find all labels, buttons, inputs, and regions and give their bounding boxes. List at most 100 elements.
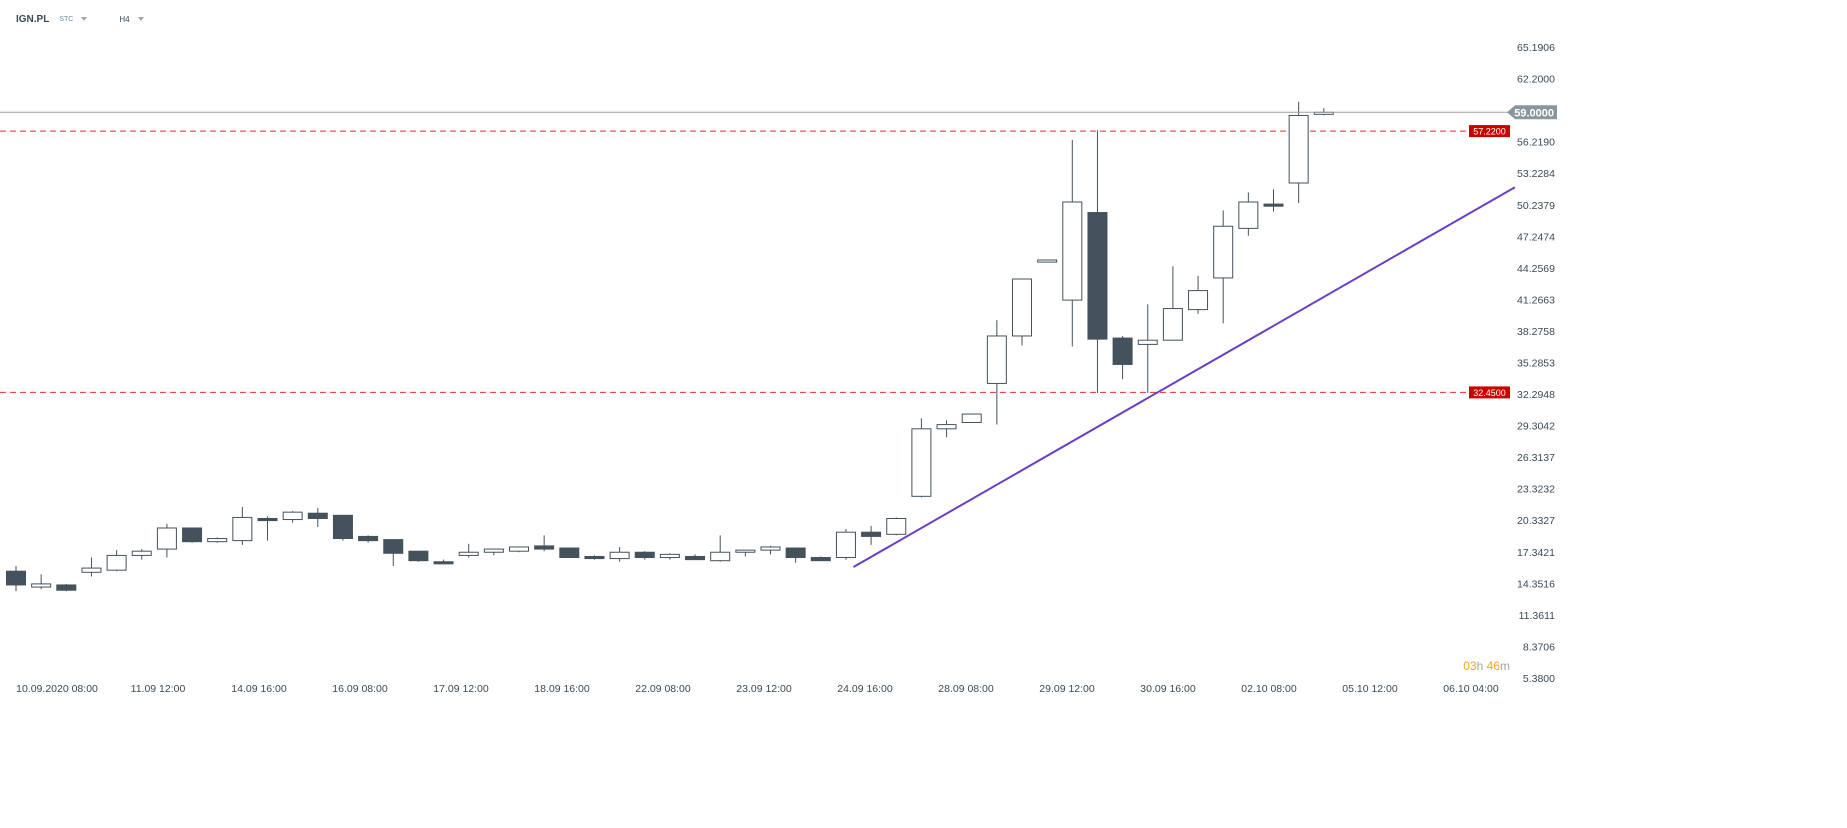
x-tick-label: 17.09 12:00 [433, 683, 489, 695]
candle [1263, 189, 1284, 212]
candle [810, 556, 831, 562]
candle [56, 583, 77, 592]
chevron-down-icon[interactable] [137, 17, 144, 21]
candle-body [408, 550, 429, 562]
candle [886, 517, 907, 536]
x-tick-label: 29.09 12:00 [1039, 683, 1095, 695]
candle [1213, 210, 1234, 324]
price-axis: 65.1906 62.2000 56.2190 53.2284 50.2379 47.24… [1517, 42, 1555, 685]
x-tick-label: 11.09 12:00 [131, 683, 186, 695]
candle [735, 549, 756, 557]
candle-body [760, 546, 781, 551]
candle [483, 548, 504, 556]
candle-body [861, 531, 882, 537]
candle-body [986, 335, 1007, 384]
candle [1062, 139, 1083, 347]
candle-body [1112, 337, 1133, 365]
candle-body [232, 516, 253, 542]
candle-body [483, 548, 504, 553]
x-tick-label: 16.09 08:00 [332, 683, 388, 695]
time-axis: 10.09.2020 08:00 11.09 12:00 14.09 16:00 16… [16, 683, 1499, 695]
candle [6, 565, 26, 592]
current-price-label-bg [1507, 105, 1557, 120]
timeframe-selector[interactable]: H4 [119, 14, 130, 24]
y-tick-label: 20.3327 [1517, 515, 1555, 527]
candle-body [634, 551, 655, 559]
candle [383, 539, 404, 566]
symbol-selector[interactable]: IGN.PL [16, 13, 50, 25]
candles [6, 101, 1334, 592]
candle [861, 525, 882, 545]
candle [408, 550, 429, 562]
candle-body [1162, 308, 1183, 341]
candle [936, 420, 957, 438]
candle-body [156, 527, 177, 550]
candle-body [257, 517, 278, 522]
candle [559, 547, 580, 559]
candle-body [106, 554, 127, 571]
candle [710, 535, 731, 562]
y-tick-label: 44.2569 [1517, 263, 1555, 275]
candle [659, 553, 680, 560]
candle-body [358, 535, 379, 542]
level-label: 57.2200 [1473, 127, 1506, 137]
candle-body [1062, 201, 1083, 301]
candle [1037, 259, 1058, 263]
x-tick-label: 24.09 16:00 [837, 683, 893, 695]
current-price-label: 59.0000 [1514, 107, 1554, 119]
trendline[interactable] [852, 186, 1516, 568]
candle [31, 574, 52, 590]
candle-body [584, 555, 605, 560]
current-price-tag: 59.0000 [0, 105, 1557, 120]
candle-body [282, 511, 303, 521]
candle [584, 555, 605, 560]
candle-body [383, 539, 404, 554]
y-tick-label: 35.2853 [1517, 358, 1555, 370]
candle-body [332, 514, 353, 540]
candle [911, 418, 932, 498]
candle [1012, 278, 1032, 346]
candle-body [1263, 203, 1284, 207]
x-tick-label: 18.09 16:00 [534, 683, 590, 695]
x-tick-label: 10.09.2020 08:00 [16, 683, 98, 695]
candle [1238, 192, 1259, 236]
candle-body [1037, 259, 1058, 263]
candle [282, 511, 303, 523]
x-tick-label: 28.09 08:00 [938, 683, 994, 695]
candle [1137, 304, 1158, 393]
candle-body [1238, 201, 1259, 229]
candle-body [433, 561, 454, 565]
candle [509, 546, 529, 553]
chevron-down-icon[interactable] [81, 17, 88, 21]
candle-body [911, 428, 932, 497]
x-tick-label: 22.09 08:00 [635, 683, 691, 695]
candle [81, 557, 102, 577]
candle [156, 523, 177, 558]
candle [458, 543, 479, 558]
candle-body [835, 531, 856, 559]
candle-body [961, 413, 982, 423]
candle [307, 507, 328, 527]
candle-body [6, 570, 26, 586]
candle-body [182, 527, 203, 543]
bar-countdown-timer: 03h 46m [1463, 659, 1510, 673]
candle-body [509, 546, 529, 552]
candle [609, 546, 630, 562]
y-tick-label: 11.3611 [1519, 610, 1556, 622]
y-tick-label: 29.3042 [1517, 421, 1555, 433]
y-tick-label: 17.3421 [1517, 547, 1555, 559]
y-tick-label: 26.3137 [1517, 452, 1555, 464]
chart-header: IGN.PL STC H4 [16, 12, 144, 26]
candle-body [131, 550, 152, 556]
candle-body [1188, 290, 1209, 311]
candle-body [936, 424, 957, 430]
candle [1313, 108, 1334, 116]
candle [106, 550, 127, 572]
candle-body [785, 547, 806, 559]
y-tick-label: 41.2663 [1517, 294, 1555, 306]
candle [1188, 275, 1209, 314]
candle [131, 549, 152, 560]
x-tick-label: 30.09 16:00 [1140, 683, 1196, 695]
candle [634, 551, 655, 560]
